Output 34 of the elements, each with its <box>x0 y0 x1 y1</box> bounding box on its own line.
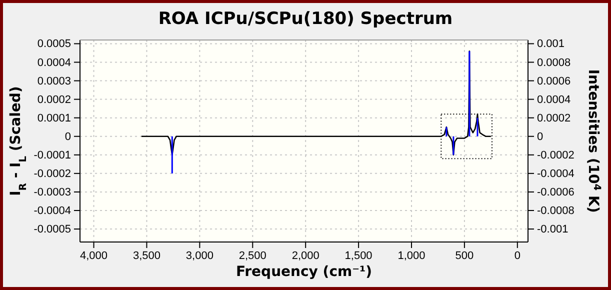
x-tick-label: 500 <box>455 250 474 262</box>
y-tick-label: -0.0002 <box>34 168 71 180</box>
x-tick-label: 2,500 <box>238 250 266 262</box>
y2-tick-label: 0.0002 <box>537 112 571 124</box>
y2-tick-label: 0.0004 <box>537 94 571 106</box>
x-tick-label: 3,500 <box>132 250 160 262</box>
y-tick-label: -0.0001 <box>34 149 71 162</box>
y2-tick-label: 0.001 <box>537 38 565 50</box>
y-tick-label: -0.0003 <box>34 186 71 198</box>
y-tick-label: 0.0003 <box>37 75 71 88</box>
y-tick-label: 0.0001 <box>37 112 71 124</box>
x-tick-label: 2,000 <box>292 250 320 262</box>
y2-tick-label: 0.0008 <box>537 56 571 69</box>
x-tick-label: 1,500 <box>344 250 372 262</box>
y2-tick-label: -0.0002 <box>537 149 574 162</box>
y-tick-label: 0.0004 <box>37 56 71 69</box>
y-tick-label: 0.0002 <box>37 94 71 106</box>
y-tick-label: 0.0005 <box>37 38 71 50</box>
chart-title: ROA ICPu/SCPu(180) Spectrum <box>158 9 453 29</box>
line-series <box>140 50 492 156</box>
y2-tick-label: -0.0004 <box>537 168 574 180</box>
y-tick-label: -0.0005 <box>34 224 71 236</box>
x-tick-label: 3,000 <box>186 250 214 262</box>
x-tick-label: 0 <box>514 250 520 262</box>
x-tick-label: 1,000 <box>398 250 426 262</box>
x-tick-label: 4,000 <box>80 250 108 262</box>
y2-tick-label: -0.0008 <box>537 205 574 218</box>
y-tick-label: 0 <box>64 130 71 143</box>
y2-tick-label: 0.0006 <box>537 75 571 88</box>
y2-tick-label: -0.0006 <box>537 186 574 198</box>
y-tick-label: -0.0004 <box>34 205 71 218</box>
y2-tick-label: -0.001 <box>537 224 568 236</box>
x-axis-title: Frequency (cm⁻¹) <box>236 264 372 280</box>
y2-tick-label: 0 <box>537 130 544 143</box>
